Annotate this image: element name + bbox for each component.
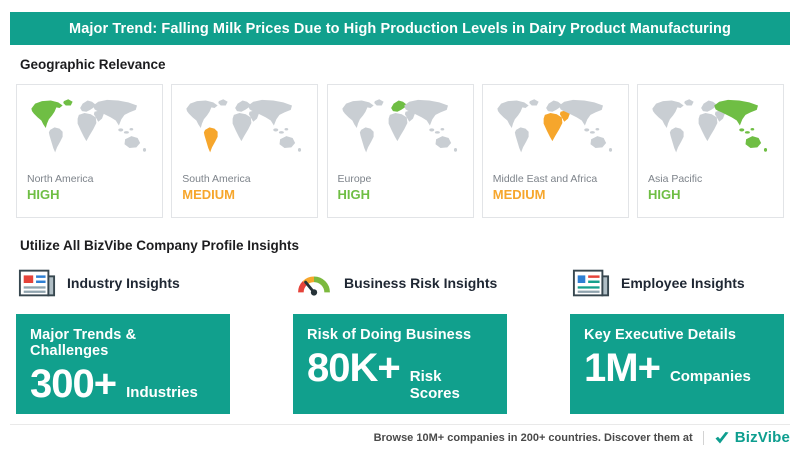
region-name: Asia Pacific [648, 173, 703, 185]
region-card-asia-pacific: Asia Pacific HIGH [637, 84, 784, 218]
region-name: Europe [337, 173, 372, 185]
company-insights-heading: Utilize All BizVibe Company Profile Insi… [20, 238, 300, 253]
region-level: MEDIUM [492, 187, 546, 202]
region-card-europe: Europe HIGH [326, 84, 474, 218]
stat-box-title: Key Executive Details [584, 327, 737, 343]
insight-header: Employee Insights [570, 260, 784, 306]
region-level: HIGH [27, 187, 60, 202]
headline-banner: Major Trend: Falling Milk Prices Due to … [10, 12, 790, 45]
region-level: HIGH [337, 187, 371, 202]
region-name: South America [182, 173, 251, 185]
region-level: HIGH [648, 187, 681, 202]
business-risk-stat-box: Risk of Doing Business 80K+ Risk Scores [293, 314, 507, 414]
headline-title: Major Trend: Falling Milk Prices Due to … [69, 20, 731, 37]
stat-box-title: Risk of Doing Business [307, 327, 472, 343]
world-map-south-america [182, 95, 307, 161]
insight-header: Industry Insights [16, 260, 230, 306]
bizvibe-logo: BizVibe [714, 429, 790, 446]
insight-column-employee: Employee Insights Key Executive Details … [570, 260, 784, 414]
stat-value: 80K+ [307, 346, 401, 390]
insight-label: Industry Insights [67, 275, 180, 291]
world-map-europe [338, 95, 463, 161]
region-name: North America [27, 173, 94, 185]
footer-text: Browse 10M+ companies in 200+ countries.… [373, 431, 693, 444]
stat-box-title: Major Trends & Challenges [30, 327, 137, 359]
stat-value: 1M+ [584, 346, 661, 390]
footer-divider [702, 430, 704, 445]
insight-column-industry: Industry Insights Major Trends & Challen… [16, 260, 230, 414]
insight-columns: Industry Insights Major Trends & Challen… [16, 260, 784, 414]
business-risk-gauge-icon [295, 268, 333, 298]
bizvibe-logo-mark [715, 431, 729, 443]
world-map-north-america [27, 95, 152, 161]
stat-label: Companies [669, 368, 751, 385]
world-map-asia-pacific [648, 95, 773, 161]
geographic-relevance-heading: Geographic Relevance [20, 57, 166, 72]
world-map-middle-east-africa [493, 95, 618, 161]
region-card-north-america: North America HIGH [16, 84, 163, 218]
insight-label: Business Risk Insights [344, 275, 498, 291]
employee-insights-icon [572, 267, 610, 299]
stat-value: 300+ [30, 362, 117, 406]
region-level: MEDIUM [182, 187, 235, 202]
region-cards: North America HIGH South America MEDIUM [16, 84, 784, 218]
stat-line: 1M+ Companies [584, 348, 770, 388]
bizvibe-logo-text: BizVibe [734, 429, 790, 446]
insight-column-business-risk: Business Risk Insights Risk of Doing Bus… [293, 260, 507, 414]
insight-header: Business Risk Insights [293, 260, 507, 306]
stat-label: Industries [126, 384, 198, 401]
industry-insights-icon [18, 267, 56, 299]
region-card-middle-east-africa: Middle East and Africa MEDIUM [481, 84, 629, 218]
insight-label: Employee Insights [621, 275, 745, 291]
region-name: Middle East and Africa [492, 173, 598, 185]
employee-stat-box: Key Executive Details 1M+ Companies [570, 314, 784, 414]
footer: Browse 10M+ companies in 200+ countries.… [10, 424, 790, 448]
stat-line: 300+ Industries [30, 364, 216, 404]
stat-line: 80K+ Risk Scores [307, 348, 493, 402]
industry-stat-box: Major Trends & Challenges 300+ Industrie… [16, 314, 230, 414]
region-card-south-america: South America MEDIUM [171, 84, 319, 218]
stat-label: Risk Scores [409, 368, 460, 402]
